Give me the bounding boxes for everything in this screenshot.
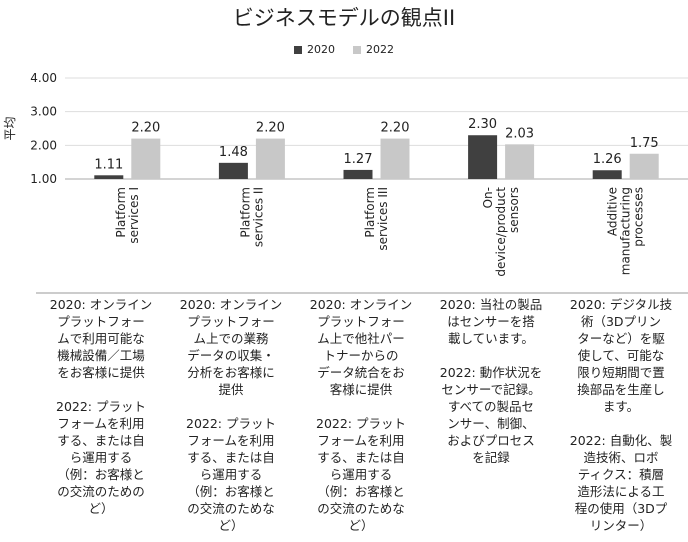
note-platform-services-3: 2020: オンライン プラットフォー ム上で他社パー トナーからの データ統合…: [309, 297, 413, 533]
bar-2022-5: [629, 153, 659, 179]
x-tick-label-3: Platform services III: [363, 187, 390, 251]
x-tick-label-line: processes: [632, 187, 646, 247]
x-tick-label-4: On-device/product sensors: [481, 187, 521, 277]
bar-2022-2: [255, 138, 285, 179]
data-label-2020-1: 1.11: [94, 157, 123, 172]
x-tick-label-line: device/product: [494, 187, 508, 277]
data-label-2020-5: 1.26: [593, 152, 622, 167]
bar-2022-1: [131, 138, 161, 179]
data-label-2022-5: 1.75: [630, 136, 659, 151]
legend-swatch-2022: [353, 45, 361, 54]
x-tick-label-line: Additive: [606, 187, 620, 236]
legend-item-2022: 2022: [353, 43, 394, 56]
data-label-2020-4: 2.30: [468, 117, 497, 132]
x-tick-label-line: sensors: [507, 187, 521, 233]
data-label-2020-3: 1.27: [344, 152, 373, 167]
bar-2020-2: [218, 162, 248, 179]
data-label-2020-2: 1.48: [219, 145, 248, 160]
legend-label-2020: 2020: [307, 43, 335, 56]
note-platform-services-2: 2020: オンライン プラットフォー ム上での業務 データの収集・ 分析をお客…: [179, 297, 283, 533]
x-tick-label-line: services II: [251, 187, 265, 247]
data-label-2022-3: 2.20: [381, 121, 410, 136]
x-tick-label-line: Platform: [238, 187, 252, 238]
legend-item-2020: 2020: [294, 43, 335, 56]
data-label-2022-2: 2.20: [256, 121, 285, 136]
legend: 2020 2022: [0, 43, 688, 56]
x-tick-label-1: Platform services I: [114, 187, 141, 244]
x-tick-label-line: manufacturing: [619, 187, 633, 275]
note-additive-manufacturing: 2020: デジタル技 術（3Dプリン ターなど）を駆 使して、可能な 限り短期…: [569, 297, 673, 533]
data-label-2022-4: 2.03: [505, 126, 534, 141]
notes-row: 2020: オンライン プラットフォー ムで利用可能な 機械設備／工場 をお客様…: [36, 296, 686, 534]
x-tick-label-2: Platform services II: [238, 187, 265, 247]
y-tick-label: 4.00: [30, 71, 57, 85]
bar-2020-1: [94, 175, 124, 179]
bar-2020-3: [343, 169, 373, 179]
x-tick-label-5: Additive manufacturing processes: [606, 187, 646, 275]
bar-2022-3: [380, 138, 410, 179]
x-tick-label-line: Platform: [114, 187, 128, 238]
legend-swatch-2020: [294, 45, 302, 54]
bar-2020-5: [592, 170, 622, 179]
y-axis-label: 平均: [3, 116, 17, 140]
data-label-2022-1: 2.20: [131, 121, 160, 136]
y-tick-label: 3.00: [30, 105, 57, 119]
y-tick-label: 2.00: [30, 138, 57, 152]
y-tick-label: 1.00: [30, 172, 57, 186]
x-tick-label-line: services I: [127, 187, 141, 244]
note-platform-services-1: 2020: オンライン プラットフォー ムで利用可能な 機械設備／工場 をお客様…: [49, 297, 153, 516]
x-tick-label-line: services III: [376, 187, 390, 251]
note-sensors: 2020: 当社の製品 はセンサーを搭 載しています。 2022: 動作状況を …: [439, 297, 543, 465]
x-tick-label-line: Platform: [363, 187, 377, 238]
legend-label-2022: 2022: [366, 43, 394, 56]
bar-2022-4: [505, 144, 535, 179]
bar-2020-4: [468, 135, 498, 179]
x-tick-label-line: On-: [481, 187, 495, 208]
chart-title: ビジネスモデルの観点II: [232, 6, 456, 30]
